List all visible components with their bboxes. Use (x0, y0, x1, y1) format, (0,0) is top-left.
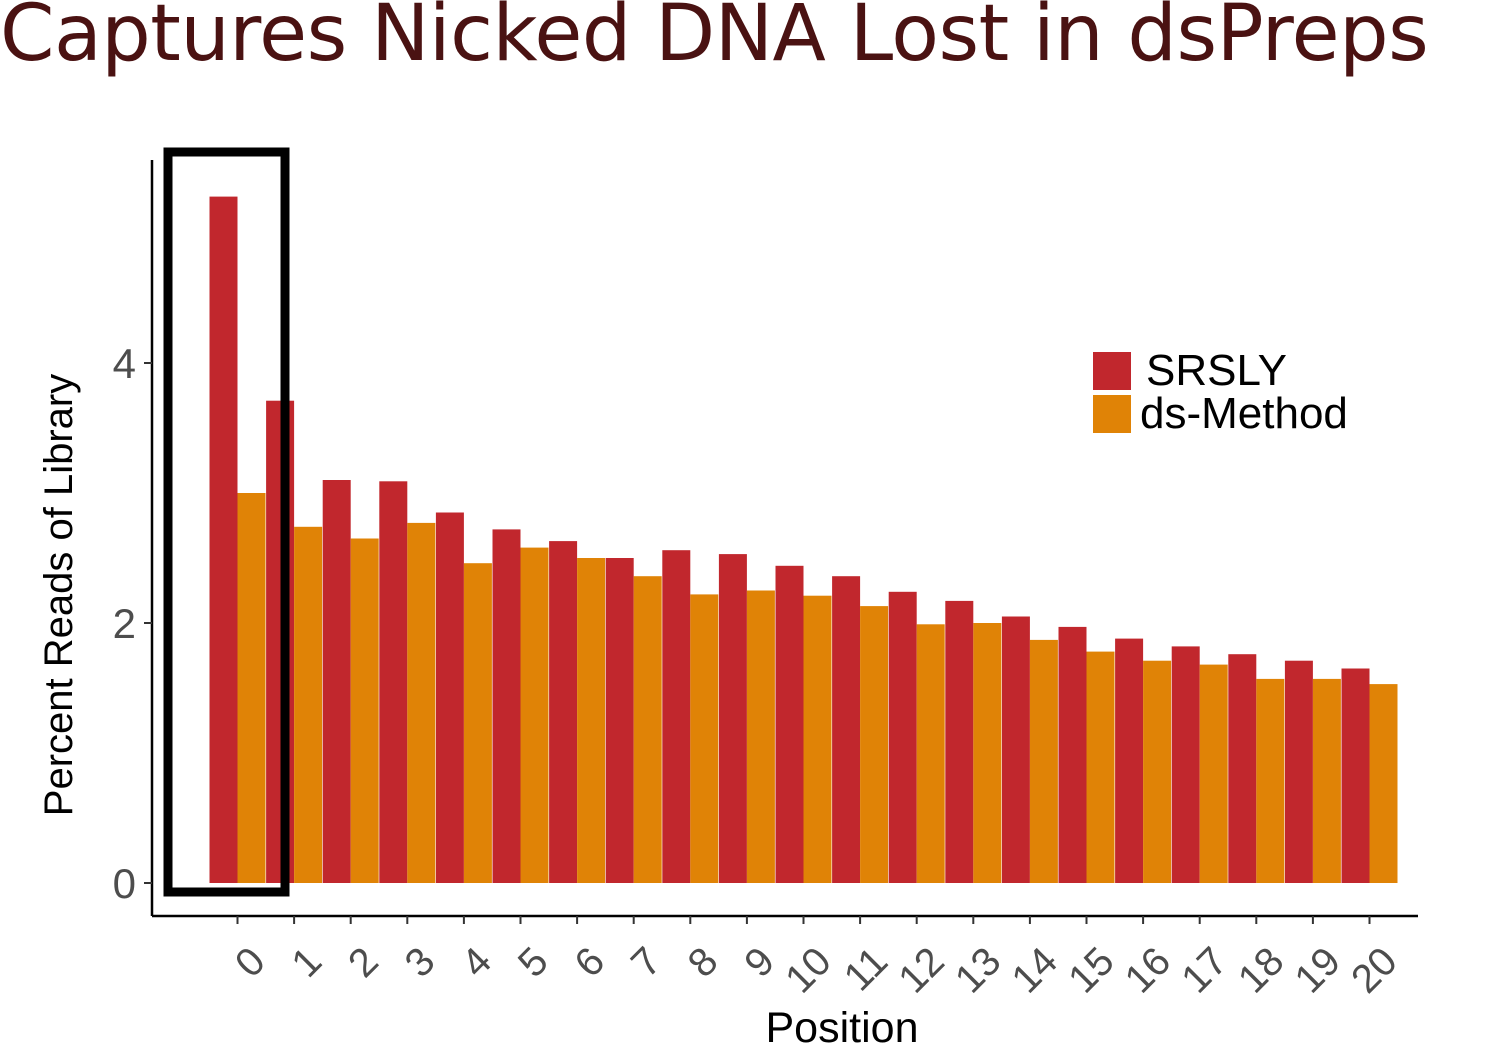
bar-ds-method-4 (463, 563, 492, 883)
bar-srsly-14 (1001, 616, 1030, 883)
legend-swatch-ds-method (1093, 395, 1131, 433)
x-tick-label-20: 20 (1343, 939, 1406, 1002)
x-tick-label-8: 8 (680, 939, 727, 986)
bar-ds-method-2 (350, 538, 379, 883)
bar-ds-method-17 (1199, 664, 1228, 883)
bar-ds-method-9 (746, 590, 775, 883)
bar-ds-method-20 (1369, 684, 1398, 883)
bar-srsly-17 (1171, 646, 1200, 883)
bar-srsly-19 (1284, 660, 1313, 883)
bar-srsly-10 (775, 565, 804, 883)
x-tick-label-9: 9 (736, 939, 783, 986)
x-tick-label-3: 3 (397, 939, 444, 986)
x-tick-label-1: 1 (283, 939, 330, 986)
bar-ds-method-8 (690, 594, 719, 883)
bar-srsly-18 (1228, 654, 1257, 883)
axes-layer (150, 160, 1418, 918)
bar-srsly-4 (435, 512, 464, 883)
x-tick-label-18: 18 (1230, 939, 1293, 1002)
y-axis-title: Percent Reads of Library (37, 374, 81, 816)
x-tick-label-5: 5 (510, 939, 557, 986)
bar-ds-method-0 (237, 493, 266, 883)
bar-ds-method-6 (577, 558, 606, 883)
bar-srsly-9 (718, 554, 747, 883)
bar-ds-method-15 (1086, 651, 1115, 883)
bar-srsly-1 (266, 400, 295, 883)
bar-ds-method-16 (1143, 660, 1172, 883)
bar-ds-method-10 (803, 595, 832, 883)
bar-ds-method-19 (1312, 678, 1341, 883)
bar-srsly-8 (662, 550, 691, 883)
x-tick-label-6: 6 (566, 939, 613, 986)
bar-ds-method-7 (633, 576, 662, 883)
x-tick-label-14: 14 (1003, 939, 1066, 1002)
y-tick-label-4: 4 (113, 340, 136, 387)
y-tick-label-2: 2 (113, 600, 136, 647)
bar-srsly-16 (1115, 638, 1144, 883)
bar-ds-method-12 (916, 624, 945, 883)
x-tick-label-11: 11 (836, 939, 896, 999)
x-tick-label-13: 13 (947, 939, 1010, 1002)
x-tick-label-0: 0 (227, 939, 274, 986)
page-title: Captures Nicked DNA Lost in dsPreps (0, 0, 1429, 79)
bar-srsly-6 (549, 541, 578, 883)
x-tick-label-16: 16 (1117, 939, 1180, 1002)
x-tick-label-7: 7 (623, 939, 670, 986)
x-tick-label-15: 15 (1060, 939, 1123, 1002)
bar-ds-method-18 (1256, 678, 1285, 883)
bar-srsly-15 (1058, 626, 1087, 883)
bar-srsly-13 (945, 600, 974, 883)
x-tick-label-2: 2 (340, 939, 387, 986)
y-tick-label-0: 0 (113, 860, 136, 907)
legend-swatch-srsly (1093, 352, 1131, 390)
x-tick-label-10: 10 (777, 939, 840, 1002)
bar-ds-method-11 (860, 606, 889, 883)
bar-srsly-5 (492, 529, 521, 883)
bar-srsly-11 (832, 576, 861, 883)
bar-srsly-2 (322, 480, 351, 883)
bar-ds-method-1 (294, 526, 323, 883)
bar-ds-method-3 (407, 522, 436, 883)
bar-srsly-12 (888, 591, 917, 883)
x-tick-label-17: 17 (1173, 939, 1236, 1002)
legend-label-srsly: SRSLY (1146, 346, 1287, 395)
legend-label-ds-method: ds-Method (1140, 389, 1348, 438)
bar-srsly-0 (209, 196, 238, 884)
x-tick-label-12: 12 (890, 939, 953, 1002)
bar-srsly-20 (1341, 668, 1370, 883)
bar-ds-method-14 (1029, 639, 1058, 883)
bars-layer (209, 196, 1398, 884)
bar-srsly-3 (379, 481, 408, 883)
highlight-box (163, 147, 290, 897)
x-axis-title: Position (766, 1004, 919, 1045)
x-tick-label-4: 4 (453, 939, 500, 986)
bar-srsly-7 (605, 558, 634, 883)
bar-ds-method-5 (520, 547, 549, 883)
x-tick-label-19: 19 (1286, 939, 1349, 1002)
bar-ds-method-13 (973, 623, 1002, 883)
y-ticks: 0 2 4 (113, 340, 152, 907)
